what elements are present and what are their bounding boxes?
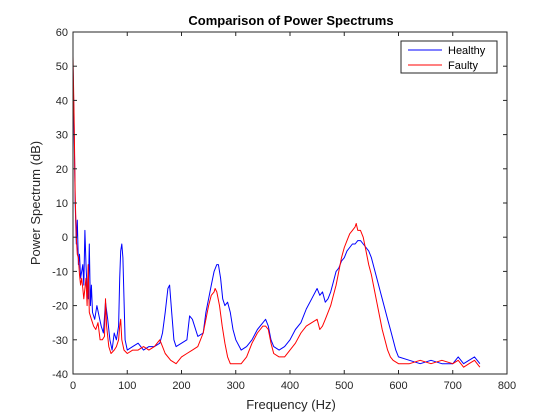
x-tick-label: 600	[389, 380, 407, 392]
x-tick-label: 300	[227, 380, 245, 392]
y-tick-label: 60	[56, 27, 68, 39]
y-tick-label: 50	[56, 61, 68, 73]
series-line-faulty	[72, 55, 481, 368]
x-tick-label: 0	[70, 380, 76, 392]
x-axis-label: Frequency (Hz)	[246, 397, 336, 412]
legend: Healthy Faulty	[400, 40, 498, 74]
y-tick-label: -10	[52, 266, 68, 278]
y-tick-label: -40	[52, 369, 68, 381]
y-tick-label: 20	[56, 164, 68, 176]
plot-area-border	[72, 31, 508, 375]
x-tick-label: 800	[498, 380, 516, 392]
x-tick-label: 500	[335, 380, 353, 392]
legend-label-faulty: Faulty	[448, 60, 478, 72]
x-tick-label: 100	[118, 380, 136, 392]
series-line-healthy	[72, 66, 481, 365]
x-tick-label: 400	[281, 380, 299, 392]
chart-title: Comparison of Power Spectrums	[188, 13, 393, 28]
series-layer	[72, 55, 481, 368]
legend-label-healthy: Healthy	[448, 45, 486, 57]
y-tick-label: -20	[52, 301, 68, 313]
y-axis-label: Power Spectrum (dB)	[28, 141, 43, 265]
legend-box	[400, 40, 498, 74]
ticks-layer: 0 100 200 300 400 500 600 700 800 -40 -30 -20 -10 0 10…	[52, 27, 516, 392]
x-tick-label: 700	[444, 380, 462, 392]
x-tick-label: 200	[172, 380, 190, 392]
y-tick-label: 10	[56, 198, 68, 210]
y-tick-label: 0	[62, 232, 68, 244]
y-tick-label: 40	[56, 95, 68, 107]
axes-layer	[72, 31, 508, 375]
y-tick-label: -30	[52, 335, 68, 347]
y-tick-label: 30	[56, 130, 68, 142]
